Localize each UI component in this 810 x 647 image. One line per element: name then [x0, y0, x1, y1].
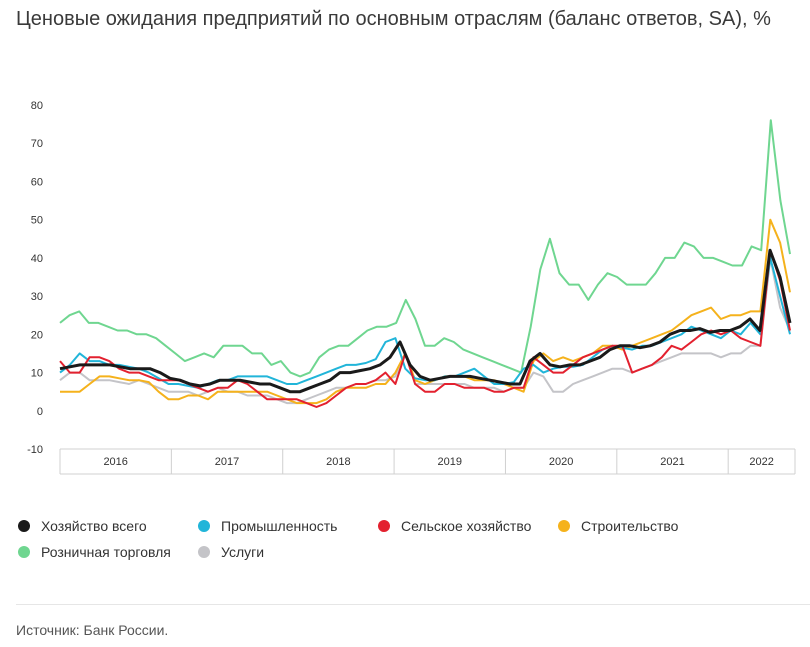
series-line-3: [60, 218, 791, 405]
x-tick-label: 2022: [749, 456, 773, 468]
series-line-0: [59, 248, 792, 394]
divider: [16, 604, 810, 605]
legend-marker: [198, 546, 210, 558]
series-line-4: [59, 119, 791, 378]
legend-label: Сельское хозяйство: [401, 518, 532, 534]
x-tick-label: 2018: [326, 456, 350, 468]
y-tick-label: 60: [31, 176, 43, 188]
legend-item: Сельское хозяйство: [378, 518, 531, 534]
y-tick-label: 40: [31, 253, 43, 265]
legend-item: Хозяйство всего: [18, 518, 147, 534]
legend-marker: [18, 520, 30, 532]
y-tick-label: 20: [31, 329, 43, 341]
source-note: Источник: Банк России.: [16, 622, 169, 638]
legend-marker: [378, 520, 390, 532]
y-tick-label: 80: [31, 100, 43, 112]
series-layer: [59, 119, 792, 408]
y-tick-label: 70: [31, 138, 43, 150]
legend-item: Услуги: [198, 544, 264, 560]
legend-marker: [198, 520, 210, 532]
y-tick-label: 10: [31, 368, 43, 380]
legend-label: Услуги: [221, 544, 265, 560]
y-axis: -10 0 10 20 30 40 50 60 70 80: [27, 100, 43, 456]
legend-label: Хозяйство всего: [41, 518, 147, 534]
legend-item: Розничная торговля: [18, 544, 171, 560]
legend-label: Розничная торговля: [41, 544, 171, 560]
x-axis: 2016 2017 2018 2019 2020 2021 2022: [59, 448, 796, 475]
y-tick-label: 0: [37, 406, 43, 418]
legend-item: Промышленность: [198, 518, 337, 534]
legend-item: Строительство: [558, 518, 678, 534]
x-tick-label: 2019: [438, 456, 462, 468]
y-tick-label: -10: [27, 444, 43, 456]
line-chart: -10 0 10 20 30 40 50 60 70 80 2016 2017 2018 2019 202…: [27, 100, 796, 475]
y-tick-label: 50: [31, 215, 43, 227]
x-tick-label: 2016: [103, 456, 127, 468]
x-tick-label: 2021: [660, 456, 684, 468]
legend-marker: [18, 546, 30, 558]
x-tick-label: 2017: [215, 456, 239, 468]
y-tick-label: 30: [31, 291, 43, 303]
legend-marker: [558, 520, 570, 532]
x-tick-label: 2020: [549, 456, 573, 468]
chart-title: Ценовые ожидания предприятий по основным…: [16, 8, 771, 30]
legend-label: Промышленность: [221, 518, 338, 534]
series-line-1: [59, 256, 791, 389]
legend-label: Строительство: [581, 518, 679, 534]
